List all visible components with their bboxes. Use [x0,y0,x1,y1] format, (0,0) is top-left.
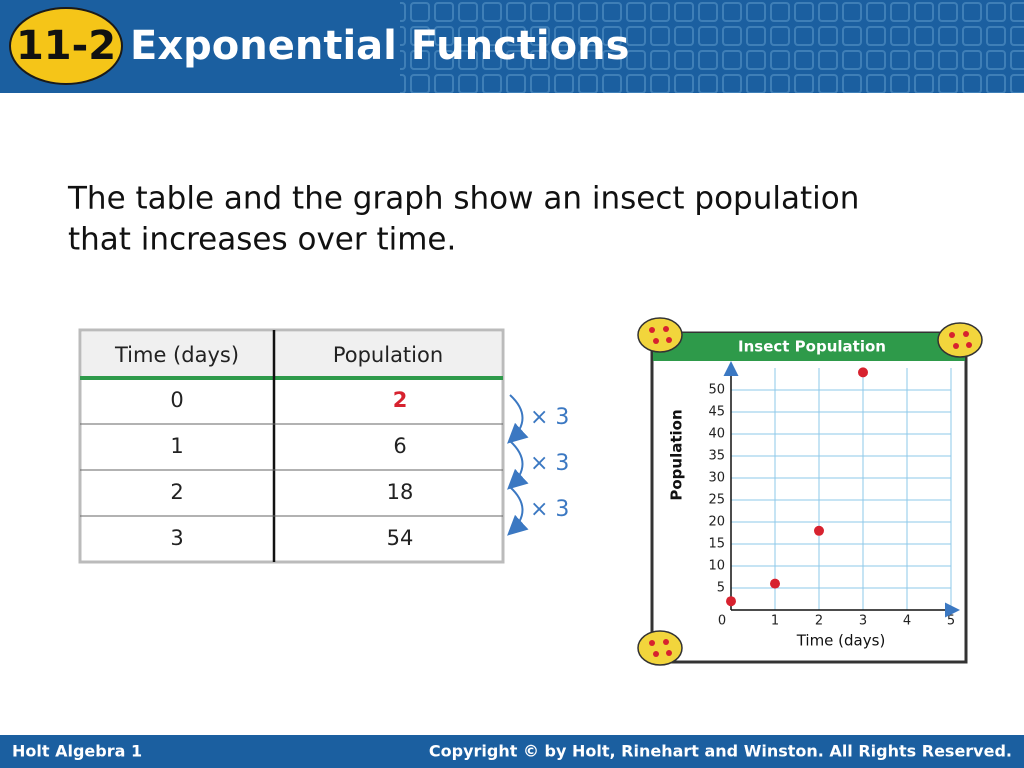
column-header: Time (days) [114,343,239,367]
ladybug-spot [653,651,659,657]
ladybug [637,630,683,666]
ladybug-spot [966,342,972,348]
data-point [726,596,736,607]
table-cell: 18 [387,480,414,504]
table-cell: 3 [170,526,183,550]
ladybug-spot [666,650,672,656]
y-tick-label: 45 [708,405,725,420]
badge [9,7,123,85]
multiplier-label: × 3 [530,451,569,476]
column-header: Population [333,343,443,367]
intro-line: The table and the graph show an insect p… [67,181,859,217]
footer-right: Copyright © by Holt, Rinehart and Winsto… [429,742,1012,761]
intro-line: that increases over time. [68,222,456,258]
table-cell: 1 [170,434,183,458]
ladybug-spot [953,343,959,349]
table-cell: 2 [170,480,183,504]
x-tick-label: 4 [903,614,911,629]
ladybug-spot [649,327,655,333]
y-axis-label: Population [668,409,686,500]
y-tick-label: 20 [708,515,725,530]
ladybug-spot [663,639,669,645]
ladybug-spot [649,640,655,646]
multiplier-arrow [507,486,529,536]
x-tick-label: 1 [771,614,779,629]
x-tick-label: 3 [859,614,867,629]
slide-title: Exponential Functions [130,23,629,69]
x-axis-label: Time (days) [796,632,886,650]
ladybug [637,317,683,353]
data-point [814,525,824,536]
chart-frame [650,331,968,664]
table-cell: 0 [170,388,183,412]
table-cell: 6 [393,434,406,458]
y-tick-label: 10 [708,559,725,574]
multiplier-arrow [507,440,529,490]
ladybug-spot [963,331,969,337]
y-tick-label: 25 [708,493,725,508]
ladybug-spot [663,326,669,332]
x-tick-label: 5 [947,614,955,629]
table-cell: 2 [393,388,408,412]
badge-text: 11-2 [16,23,116,69]
table-cell: 54 [387,526,414,550]
table-header [82,332,501,378]
multiplier-label: × 3 [530,405,569,430]
multiplier-arrow [507,394,529,444]
chart-title: Insect Population [738,338,886,356]
multiplier-label: × 3 [530,497,569,522]
footer-left: Holt Algebra 1 [12,742,142,761]
y-tick-label: 40 [708,427,725,442]
y-tick-label: 35 [708,449,725,464]
y-tick-label: 50 [708,383,725,398]
footer-bar [0,735,1024,768]
chart-title-band [653,333,965,361]
y-tick-label: 5 [717,581,725,596]
y-tick-label: 15 [708,537,725,552]
data-point [770,578,780,589]
ladybug [937,322,983,358]
x-tick-label: 2 [815,614,823,629]
header-pattern [400,0,1024,93]
ladybug-spot [666,337,672,343]
data-point [858,367,868,378]
ladybug-spot [949,332,955,338]
ladybug-spot [653,338,659,344]
x-tick-label: 0 [718,614,726,629]
y-tick-label: 30 [708,471,725,486]
